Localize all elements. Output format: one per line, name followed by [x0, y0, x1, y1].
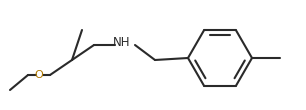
- Text: O: O: [35, 70, 43, 80]
- Text: NH: NH: [113, 36, 131, 49]
